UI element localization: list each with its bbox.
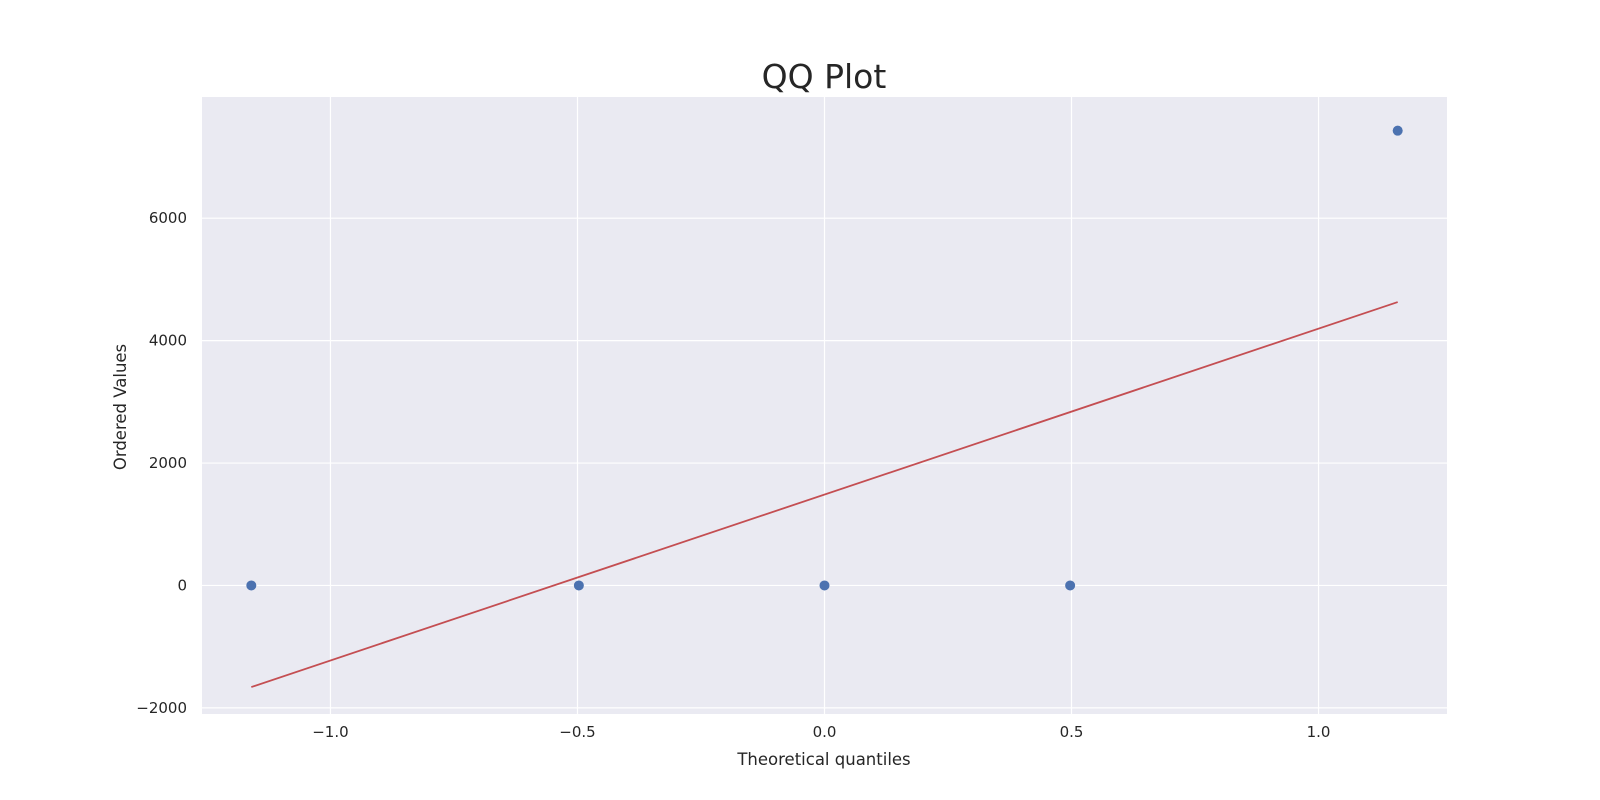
y-tick-label: 4000 xyxy=(149,332,187,350)
x-tick-label: 0.0 xyxy=(813,723,837,741)
chart-title: QQ Plot xyxy=(762,57,887,96)
data-point xyxy=(1065,580,1076,591)
y-tick-label: 6000 xyxy=(149,209,187,227)
y-tick-label: 2000 xyxy=(149,454,187,472)
data-point xyxy=(1392,125,1403,136)
data-point xyxy=(573,580,584,591)
grid-lines xyxy=(202,97,1447,714)
x-tick-label: 0.5 xyxy=(1060,723,1084,741)
y-tick-label: −2000 xyxy=(136,699,187,717)
x-axis-ticks: −1.0 −0.5 0.0 0.5 1.0 xyxy=(312,723,1330,741)
y-tick-label: 0 xyxy=(177,576,187,594)
data-point xyxy=(246,580,257,591)
x-tick-label: −0.5 xyxy=(559,723,595,741)
x-axis-label: Theoretical quantiles xyxy=(736,750,910,769)
fit-line xyxy=(251,301,1398,688)
x-tick-label: −1.0 xyxy=(312,723,348,741)
data-marks xyxy=(246,125,1403,688)
data-point xyxy=(819,580,830,591)
y-axis-label: Ordered Values xyxy=(111,344,130,470)
y-axis-ticks: −2000 0 2000 4000 6000 xyxy=(136,209,187,717)
x-tick-label: 1.0 xyxy=(1307,723,1331,741)
